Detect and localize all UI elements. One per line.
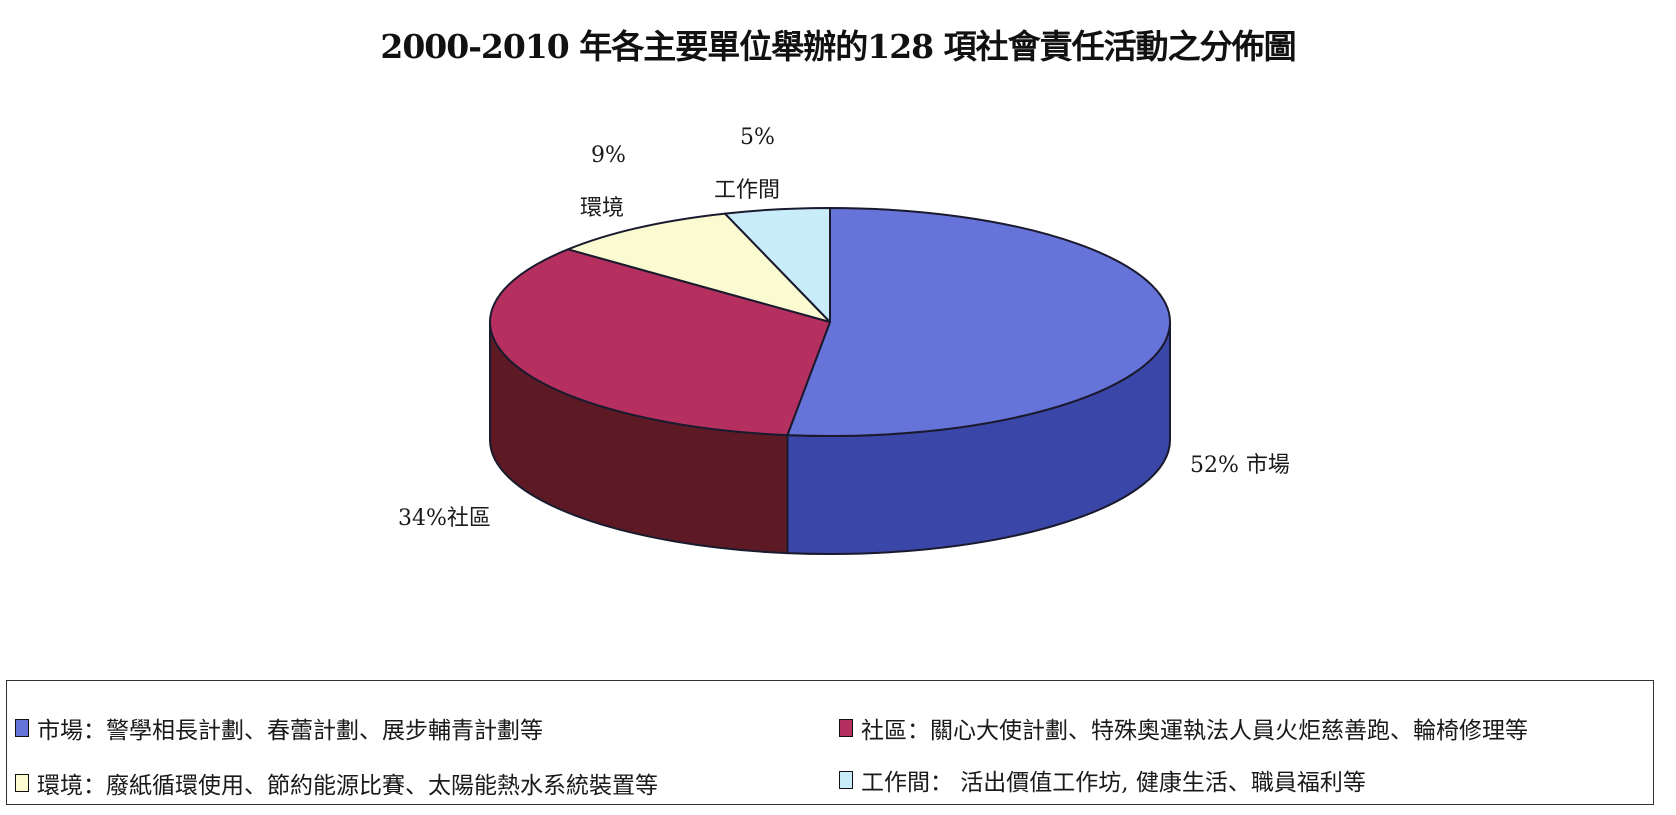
legend-text-market: 市場：警學相長計劃、春蕾計劃、展步輔青計劃等 xyxy=(37,718,543,744)
label-community: 34%社區 xyxy=(398,506,491,531)
label-environment-name: 環境 xyxy=(580,196,625,221)
legend-swatch-environment xyxy=(15,774,29,792)
label-environment-pct: 9% xyxy=(591,143,626,168)
pie-slice-environment xyxy=(567,212,831,323)
pie-slice-community xyxy=(489,248,831,437)
legend-item-market: 市場：警學相長計劃、春蕾計劃、展步輔青計劃等 xyxy=(15,711,543,745)
legend-item-community: 社區：關心大使計劃、特殊奧運執法人員火炬慈善跑、輪椅修理等 xyxy=(839,711,1528,745)
legend-text-environment: 環境：廢紙循環使用、節約能源比賽、太陽能熱水系統裝置等 xyxy=(37,773,658,799)
pie-tops xyxy=(489,207,1171,437)
legend-box: 市場：警學相長計劃、春蕾計劃、展步輔青計劃等 社區：關心大使計劃、特殊奧運執法人… xyxy=(6,680,1654,805)
label-workplace-pct: 5% xyxy=(740,125,775,150)
label-workplace-name: 工作間 xyxy=(714,178,781,203)
legend-text-workplace: 工作間： 活出價值工作坊, 健康生活、職員福利等 xyxy=(861,770,1366,796)
label-market: 52% 市場 xyxy=(1190,453,1290,478)
legend-item-environment: 環境：廢紙循環使用、節約能源比賽、太陽能熱水系統裝置等 xyxy=(15,766,658,800)
pie-chart xyxy=(489,207,1171,555)
pie-slice-market xyxy=(786,207,1171,437)
chart-title: 2000-2010 年各主要單位舉辦的128 項社會責任活動之分佈圖 xyxy=(380,27,1296,66)
pie-slice-workplace xyxy=(723,207,831,323)
legend-swatch-workplace xyxy=(839,771,853,789)
legend-swatch-community xyxy=(839,719,853,737)
legend-swatch-market xyxy=(15,719,29,737)
legend-text-community: 社區：關心大使計劃、特殊奧運執法人員火炬慈善跑、輪椅修理等 xyxy=(861,718,1528,744)
legend-item-workplace: 工作間： 活出價值工作坊, 健康生活、職員福利等 xyxy=(839,763,1366,797)
